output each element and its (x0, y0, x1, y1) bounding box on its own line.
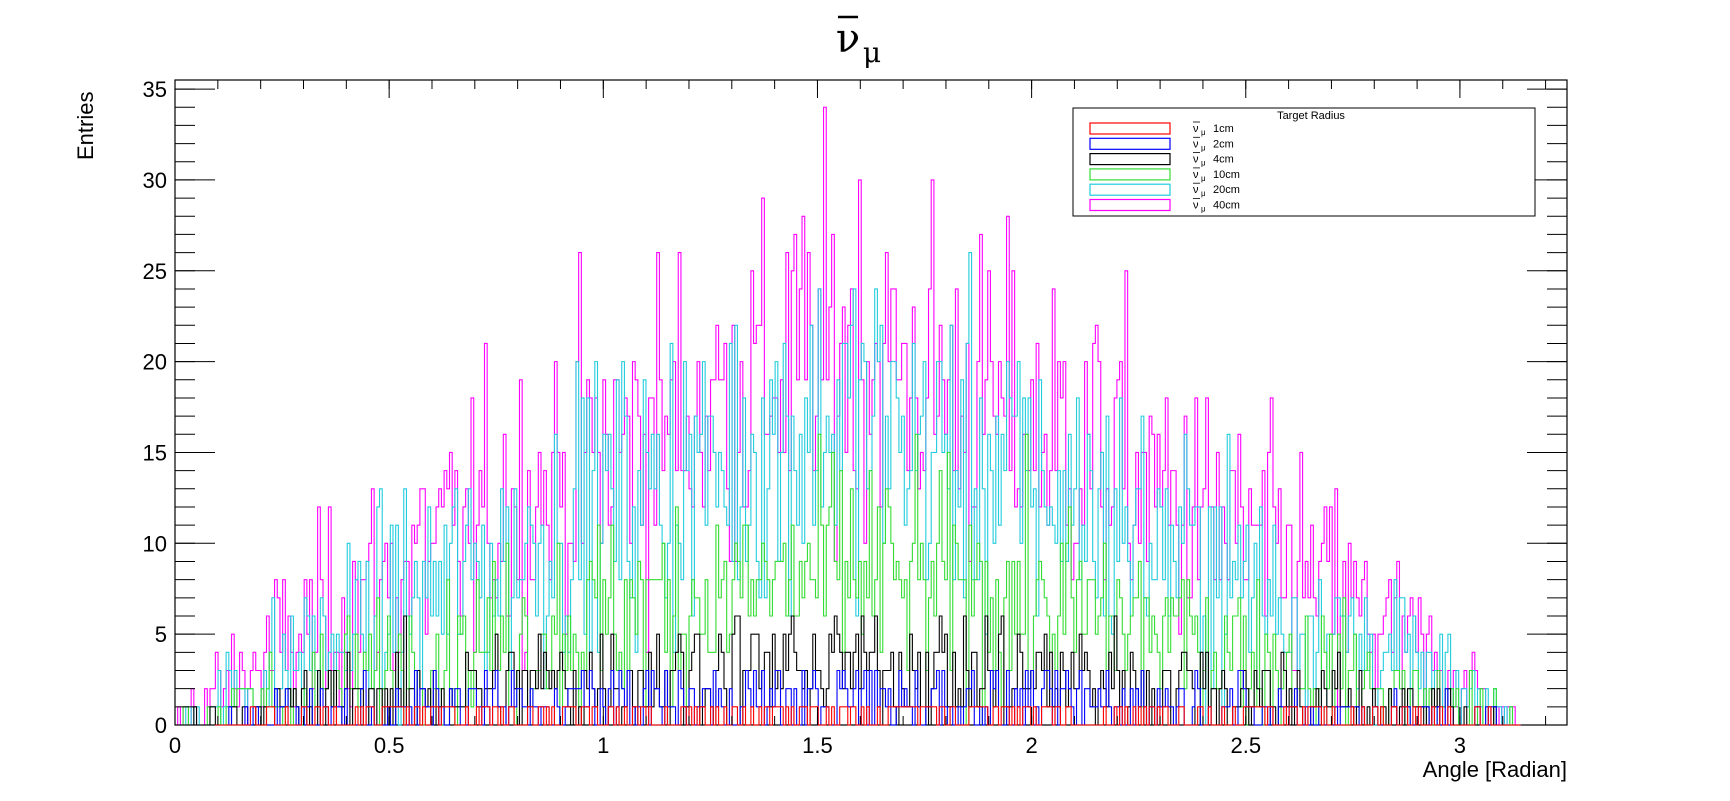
histogram-series-1cm (175, 706, 1521, 726)
legend-symbol-mu: μ (1201, 189, 1206, 198)
legend-symbol-nu: ν (1193, 138, 1199, 150)
legend-label-20cm: ν μ 20cm (1193, 182, 1240, 198)
legend-entry-text: 10cm (1213, 169, 1240, 181)
y-tick-label: 15 (143, 440, 167, 465)
legend-entry-text: 2cm (1213, 138, 1234, 150)
legend-symbol-nu: ν (1193, 184, 1199, 196)
y-tick-label: 0 (155, 713, 167, 738)
legend-swatch-40cm (1089, 198, 1171, 212)
legend-box (1072, 107, 1536, 217)
x-axis-title: Angle [Radian] (1423, 757, 1567, 782)
legend-symbol-mu: μ (1201, 128, 1206, 137)
x-tick-label: 0 (169, 733, 181, 758)
legend-label-1cm: ν μ 1cm (1193, 121, 1234, 137)
chart-title-sub: μ (863, 36, 881, 69)
y-tick-label: 35 (143, 77, 167, 102)
legend-entry-text: 1cm (1213, 123, 1234, 135)
legend-entry-text: 20cm (1213, 184, 1240, 196)
legend-title: Target Radius (1277, 110, 1345, 122)
legend-symbol-nu: ν (1193, 169, 1199, 181)
legend-label-2cm: ν μ 2cm (1193, 136, 1234, 152)
legend-symbol-mu: μ (1201, 159, 1206, 168)
legend-symbol-mu: μ (1201, 174, 1206, 183)
chart-title: ν μ (836, 15, 881, 69)
x-tick-label: 2 (1025, 733, 1037, 758)
legend-entry-text: 4cm (1213, 154, 1234, 166)
y-tick-label: 25 (143, 259, 167, 284)
legend-entry-text: 40cm (1213, 200, 1240, 212)
legend-label-10cm: ν μ 10cm (1193, 167, 1240, 183)
y-tick-label: 5 (155, 622, 167, 647)
y-tick-label: 30 (143, 168, 167, 193)
histogram-series-4cm (175, 615, 1521, 726)
x-tick-label: 3 (1454, 733, 1466, 758)
legend-symbol-nu: ν (1193, 123, 1199, 135)
legend-label-40cm: ν μ 40cm (1193, 198, 1240, 214)
x-tick-label: 2.5 (1230, 733, 1261, 758)
x-tick-label: 1 (597, 733, 609, 758)
legend-symbol-nu: ν (1193, 200, 1199, 212)
legend-swatch-4cm (1089, 153, 1171, 166)
y-tick-label: 10 (143, 531, 167, 556)
legend-symbol-mu: μ (1201, 205, 1206, 214)
legend-label-4cm: ν μ 4cm (1193, 152, 1234, 168)
legend-swatch-10cm (1089, 168, 1171, 181)
x-tick-label: 0.5 (374, 733, 405, 758)
legend-swatch-20cm (1089, 183, 1171, 196)
legend-swatch-2cm (1089, 137, 1171, 150)
y-axis-title: Entries (73, 92, 98, 160)
legend-symbol-mu: μ (1201, 143, 1206, 152)
histograms (175, 106, 1521, 726)
x-tick-label: 1.5 (802, 733, 833, 758)
y-tick-label: 20 (143, 350, 167, 375)
legend-swatch-1cm (1089, 122, 1171, 135)
legend-symbol-nu: ν (1193, 154, 1199, 166)
chart-title-main: ν (836, 16, 860, 62)
